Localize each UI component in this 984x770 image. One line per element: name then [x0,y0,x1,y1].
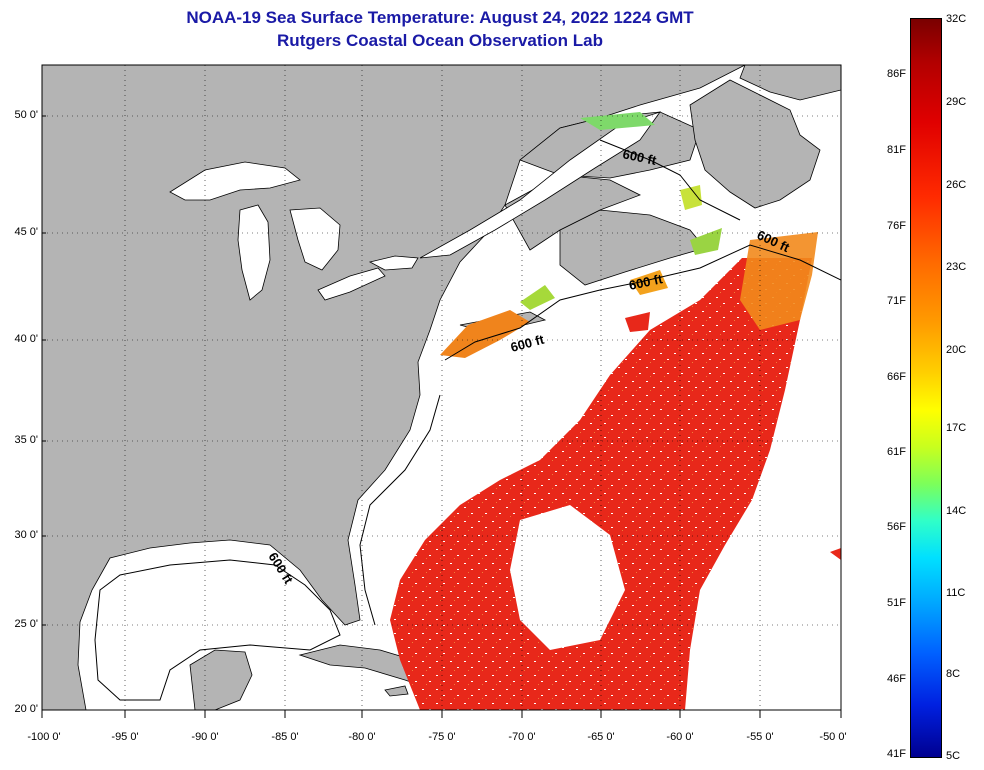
map-title: NOAA-19 Sea Surface Temperature: August … [186,8,694,27]
isobath-northeast [444,244,841,361]
lon-label: -90 0' [191,731,219,743]
isobath-label-scotian: 600 ft [628,271,665,293]
colorbar-f-label: 76F [887,220,906,232]
colorbar-c-label: 29C [946,96,967,108]
sst-cape-cod-orange [440,310,530,358]
lon-label: -80 0' [348,731,376,743]
sst-sable-orange [630,270,668,295]
colorbar-c-label: 20C [946,344,967,356]
colorbar-c-label: 14C [946,505,967,517]
land-yucatan [189,649,253,710]
sst-offshore-red-1 [625,312,650,332]
colorbar-c-label: 32C [946,13,967,25]
lon-label: -65 0' [587,731,615,743]
colorbar-f-label: 51F [887,597,906,609]
colorbar-c-label: 23C [946,261,967,273]
lon-label: -70 0' [508,731,536,743]
colorbar-f-label: 81F [887,144,906,156]
isobath-southeast [359,394,441,626]
lon-label: -85 0' [271,731,299,743]
land-jamaica [384,685,409,697]
sst-st-lawrence-green [580,112,655,130]
land-labrador [739,65,841,101]
sst-cabot-green [680,185,702,210]
lon-label: -50 0' [819,731,847,743]
lon-label: -75 0' [428,731,456,743]
lat-label: 40 0' [14,333,38,345]
map-subtitle: Rutgers Coastal Ocean Observation Lab [277,31,603,50]
lat-label: 50 0' [14,109,38,121]
colorbar-c-label: 17C [946,422,967,434]
lat-label: 35 0' [14,434,38,446]
lat-label: 20 0' [14,703,38,715]
lon-label: -55 0' [746,731,774,743]
lake-huron [289,207,341,271]
sst-offshore-red-2 [830,548,841,560]
colorbar-f-label: 86F [887,68,906,80]
lat-label: 25 0' [14,618,38,630]
lat-label: 45 0' [14,226,38,238]
sst-main-swath [390,258,812,710]
sst-gulf-stream-orange [740,232,818,330]
colorbar-f-label: 71F [887,295,906,307]
isobath-label-gulf-maine: 600 ft [621,146,658,168]
colorbar-f-label: 56F [887,521,906,533]
lake-ontario [368,255,419,271]
colorbar-c-label: 8C [946,668,961,680]
colorbar-f-label: 61F [887,446,906,458]
isobath-gulf-mexico [94,559,341,701]
lake-erie [317,267,386,301]
colorbar-f-label: 41F [887,748,906,760]
lake-superior [169,161,301,201]
lat-label: 30 0' [14,529,38,541]
temperature-colorbar [910,18,942,758]
colorbar-f-label: 46F [887,673,906,685]
lon-label: -95 0' [111,731,139,743]
colorbar-c-label: 11C [946,587,966,599]
land-nova-scotia [559,209,706,286]
lon-label: -60 0' [666,731,694,743]
colorbar-c-label: 26C [946,179,967,191]
colorbar-f-label: 66F [887,371,906,383]
lake-michigan [237,204,271,301]
sst-gulf-of-maine-green [520,285,555,310]
saint-lawrence [419,111,662,259]
sst-cloud-gap [510,505,625,650]
colorbar-c-label: 5C [946,750,961,762]
sst-scotian-shelf-green [690,228,722,255]
lon-label: -100 0' [27,731,61,743]
